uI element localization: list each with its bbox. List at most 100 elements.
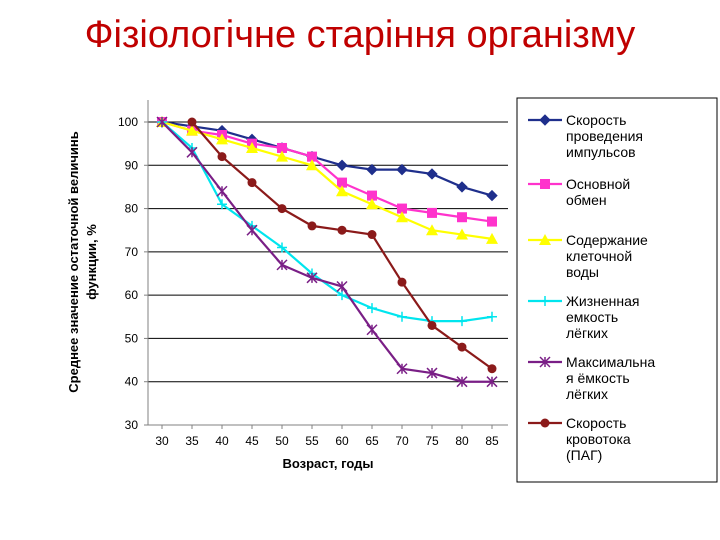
series-2-point <box>277 142 287 153</box>
series-6-point <box>247 178 257 188</box>
legend-label-line: воды <box>566 264 599 280</box>
series-3-point <box>366 198 378 210</box>
legend-label-line: (ПАГ) <box>566 447 602 463</box>
y-tick-label: 100 <box>118 115 138 129</box>
series-6-point <box>277 204 287 214</box>
series-6-point <box>427 320 437 330</box>
y-tick-label: 90 <box>125 158 139 172</box>
x-tick-label: 45 <box>245 434 259 448</box>
series-4-point <box>487 311 497 322</box>
series-2-point <box>397 203 407 214</box>
legend-label-line: обмен <box>566 192 607 208</box>
x-tick-label: 40 <box>215 434 229 448</box>
legend-label-line: я ёмкость <box>566 370 630 386</box>
series-5-point <box>486 376 498 388</box>
legend-swatch-marker <box>539 356 551 368</box>
x-tick-label: 35 <box>185 434 199 448</box>
legend-swatch-marker <box>540 179 550 189</box>
y-tick-label: 80 <box>125 202 139 216</box>
y-tick-label: 70 <box>125 245 139 259</box>
y-axis-title-line-1: Среднее значение остаточной величинь <box>66 131 81 392</box>
x-tick-label: 50 <box>275 434 289 448</box>
series-5-point <box>276 259 288 271</box>
series-3-point <box>276 150 288 162</box>
series-1-line <box>161 120 493 197</box>
y-tick-label: 30 <box>125 418 139 432</box>
legend-label-line: Жизненная <box>566 293 640 309</box>
legend-label-line: Скорость <box>566 415 626 431</box>
series-1-point <box>336 159 348 171</box>
series-4-point <box>277 242 287 253</box>
series-4-point <box>397 311 407 322</box>
x-tick-label: 70 <box>395 434 409 448</box>
series-5-point <box>306 272 318 284</box>
y-tick-label: 60 <box>125 288 139 302</box>
series-5 <box>156 116 498 388</box>
series-6-point <box>367 230 377 240</box>
series-2-point <box>337 177 347 188</box>
series-4-point <box>367 303 377 314</box>
series-3-point <box>336 185 348 197</box>
legend-label-line: Скорость <box>566 112 626 128</box>
x-tick-label: 55 <box>305 434 319 448</box>
series-6 <box>187 117 497 374</box>
legend-label-line: проведения <box>566 128 643 144</box>
series-1-point <box>396 163 408 176</box>
legend-label-line: емкость <box>566 309 618 325</box>
legend: СкоростьпроведенияимпульсовОсновнойобмен… <box>516 97 718 483</box>
x-tick-label: 65 <box>365 434 379 448</box>
legend-label-line: клеточной <box>566 248 632 264</box>
series-1-point <box>456 181 468 193</box>
series-3-point <box>246 141 258 153</box>
series-5-point <box>246 224 258 236</box>
x-tick-label: 75 <box>425 434 439 448</box>
series-6-point <box>397 277 407 287</box>
series-5-line <box>161 121 492 383</box>
series-4-point <box>457 316 467 327</box>
series-1-point <box>366 163 378 176</box>
legend-label-line: кровотока <box>566 431 631 447</box>
series-2-point <box>307 151 317 162</box>
legend-label-line: Максимальна <box>566 354 655 370</box>
series-5-point <box>366 324 378 336</box>
legend-box <box>516 97 718 483</box>
series-6-point <box>187 117 197 127</box>
series-3-point <box>216 133 228 145</box>
series-3-point <box>306 159 318 171</box>
slide-title: Фізіологічне старіння організму <box>84 14 636 56</box>
y-tick-label: 50 <box>125 331 139 345</box>
x-tick-label: 80 <box>455 434 469 448</box>
series-5-point <box>156 116 168 128</box>
series-3-point <box>456 228 468 240</box>
series-6-point <box>307 221 317 231</box>
legend-swatch-marker <box>539 114 551 126</box>
series-5-point <box>216 185 228 197</box>
legend-label-line: лёгких <box>566 386 608 402</box>
series-2-point <box>487 216 497 227</box>
series-2-point <box>367 190 377 201</box>
legend-label-line: лёгких <box>566 325 608 341</box>
legend-label-line: Основной <box>566 176 630 192</box>
y-axis-title-line-2: функции, % <box>84 224 99 300</box>
series-6-point <box>217 152 227 162</box>
plot-area <box>148 100 508 425</box>
series-6-point <box>337 225 347 235</box>
series-3-point <box>426 224 438 236</box>
legend-swatch-marker <box>540 418 550 428</box>
series-4-point <box>217 199 227 210</box>
series-2-point <box>427 207 437 218</box>
series-2-point <box>457 212 467 223</box>
y-tick-label: 40 <box>125 375 139 389</box>
series-3-point <box>396 211 408 223</box>
series-3-point <box>486 232 498 244</box>
series-5-point <box>396 363 408 375</box>
legend-swatch-marker <box>540 296 550 306</box>
legend-label-line: импульсов <box>566 144 636 160</box>
legend-swatch-marker <box>539 234 551 245</box>
